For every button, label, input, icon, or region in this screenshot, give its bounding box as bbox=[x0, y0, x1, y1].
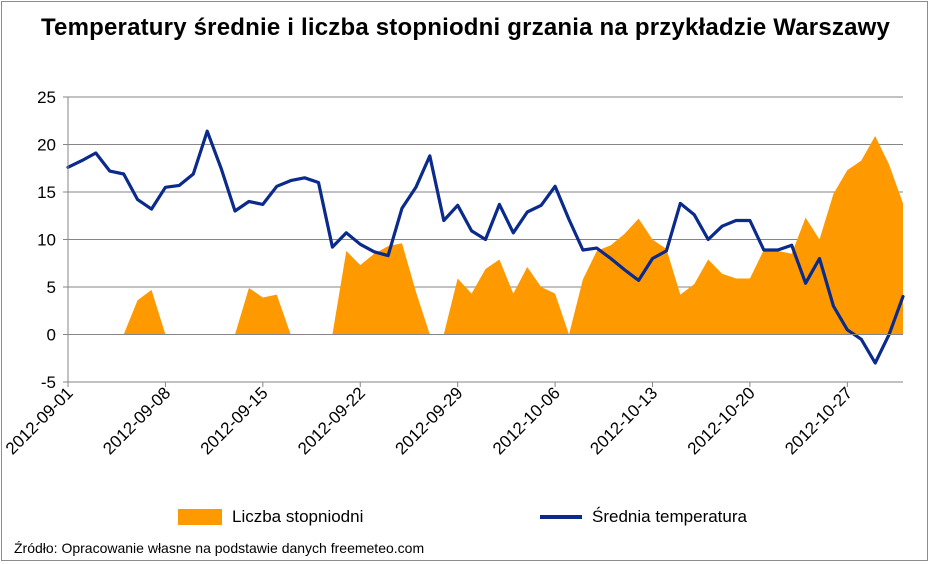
chart-title: Temperatury średnie i liczba stopniodni … bbox=[40, 14, 891, 41]
x-tick-labels: 2012-09-01 2012-09-08 2012-09-15 2012-09-22… bbox=[2, 383, 856, 458]
x-tick-label: 2012-10-27 bbox=[781, 383, 856, 458]
x-tick-label: 2012-09-08 bbox=[99, 383, 174, 458]
source-note: Źródło: Opracowanie własne na podstawie … bbox=[14, 540, 425, 556]
x-tick-label: 2012-10-20 bbox=[684, 383, 759, 458]
y-tick-labels: -5 0 5 10 15 20 25 bbox=[37, 88, 56, 392]
line-series bbox=[66, 129, 905, 365]
y-tick-label: 20 bbox=[37, 136, 56, 155]
x-tick-label: 2012-10-13 bbox=[586, 383, 661, 458]
x-tick-label: 2012-09-15 bbox=[197, 383, 272, 458]
y-tick-label: 25 bbox=[37, 88, 56, 107]
temperatura-line bbox=[66, 129, 905, 365]
x-tick-label: 2012-09-01 bbox=[2, 383, 77, 458]
stopniodni-area bbox=[68, 135, 903, 335]
y-tick-label: 10 bbox=[37, 231, 56, 250]
legend-swatch-line bbox=[540, 515, 582, 519]
legend-item-temperatura: Średnia temperatura bbox=[540, 507, 747, 527]
y-tick-label: 0 bbox=[47, 326, 56, 345]
x-tick-label: 2012-10-06 bbox=[489, 383, 564, 458]
x-tick-label: 2012-09-22 bbox=[294, 383, 369, 458]
y-tick-label: -5 bbox=[41, 373, 56, 392]
legend-label-stopniodni: Liczba stopniodni bbox=[232, 507, 364, 526]
x-tick-label: 2012-09-29 bbox=[392, 383, 467, 458]
legend-swatch-area bbox=[178, 509, 222, 525]
legend-item-stopniodni: Liczba stopniodni bbox=[178, 507, 363, 527]
area-series bbox=[68, 135, 903, 335]
legend-label-temperatura: Średnia temperatura bbox=[592, 507, 747, 526]
y-tick-label: 5 bbox=[47, 278, 56, 297]
axes bbox=[67, 97, 903, 387]
y-tick-label: 15 bbox=[37, 183, 56, 202]
